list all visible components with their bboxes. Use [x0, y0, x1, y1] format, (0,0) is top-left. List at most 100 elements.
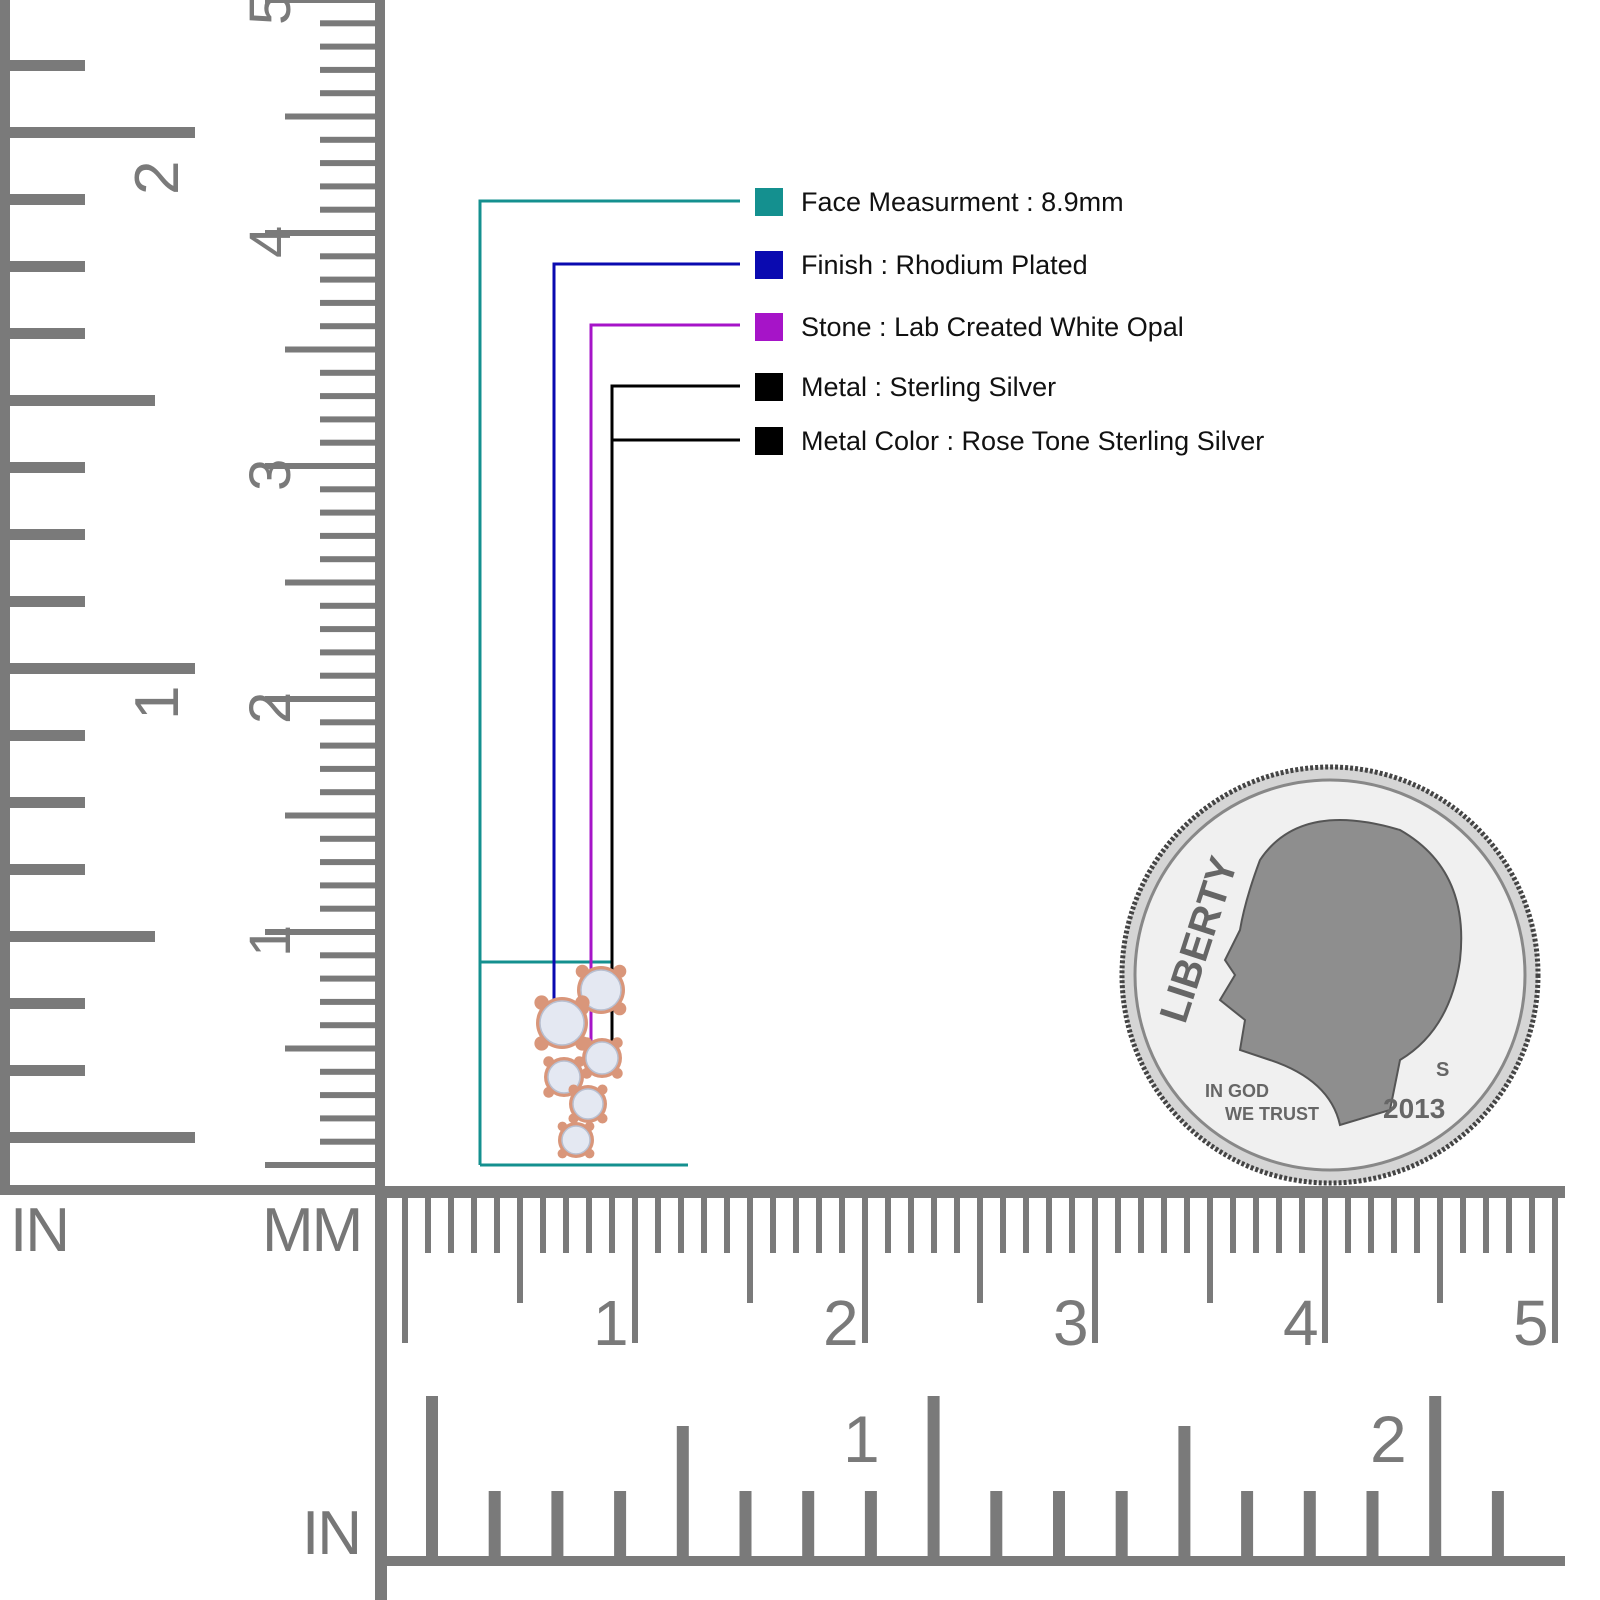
mm-tick	[320, 649, 375, 656]
mm-tick	[1552, 1198, 1558, 1343]
vertical-inch-unit: IN	[10, 1196, 70, 1265]
inch-tick	[1491, 1491, 1504, 1556]
inch-tick	[1115, 1491, 1128, 1556]
cm-label: 1	[593, 1287, 629, 1359]
inch-tick	[802, 1491, 815, 1556]
legend-face-measurement: Face Measurment : 8.9mm	[755, 187, 1124, 217]
mm-tick	[1000, 1198, 1006, 1253]
mm-tick	[320, 1022, 375, 1029]
stone	[580, 969, 622, 1011]
legend-label: Metal Color : Rose Tone Sterling Silver	[801, 425, 1265, 456]
horizontal-ruler: 1 2 3 4 5 1 2	[375, 1186, 1565, 1600]
inch-tick	[10, 998, 85, 1009]
mm-tick	[285, 1045, 375, 1052]
horizontal-inch-unit: IN	[302, 1499, 362, 1568]
inch-tick	[1241, 1491, 1254, 1556]
inch-tick	[739, 1491, 752, 1556]
mm-tick	[1207, 1198, 1213, 1303]
mm-tick	[285, 812, 375, 819]
mm-tick	[1184, 1198, 1190, 1253]
inch-tick	[10, 328, 85, 339]
inch-tick	[990, 1491, 1003, 1556]
mm-tick	[320, 905, 375, 912]
inch-tick	[10, 60, 85, 71]
mm-tick	[1506, 1198, 1512, 1253]
inch-tick	[1366, 1491, 1379, 1556]
mm-tick	[285, 346, 375, 353]
inch-tick	[1178, 1426, 1191, 1556]
cm-label: 3	[238, 459, 303, 491]
cm-label: 5	[1513, 1287, 1549, 1359]
mm-tick	[320, 323, 375, 330]
inch-tick	[10, 194, 85, 205]
mm-tick	[1368, 1198, 1374, 1253]
mm-tick	[793, 1198, 799, 1253]
inch-tick	[10, 931, 155, 942]
mm-tick	[320, 1068, 375, 1075]
mm-tick	[320, 975, 375, 982]
inch-tick	[10, 864, 85, 875]
mm-tick	[1161, 1198, 1167, 1253]
mm-tick	[770, 1198, 776, 1253]
mm-tick	[448, 1198, 454, 1253]
mm-tick	[701, 1198, 707, 1253]
mm-tick	[1023, 1198, 1029, 1253]
mm-tick	[265, 929, 375, 935]
cm-label: 2	[238, 692, 303, 724]
mm-tick	[1138, 1198, 1144, 1253]
mm-tick	[320, 672, 375, 679]
mm-tick	[320, 160, 375, 167]
mm-tick	[320, 416, 375, 423]
cm-label: 4	[1283, 1287, 1319, 1359]
coin-mint-mark: S	[1436, 1059, 1449, 1081]
mm-tick	[265, 696, 375, 702]
mm-tick	[320, 765, 375, 772]
mm-tick	[885, 1198, 891, 1253]
mm-tick	[320, 393, 375, 400]
ruler-edge	[0, 0, 10, 1195]
mm-tick	[320, 532, 375, 539]
mm-tick	[285, 113, 375, 120]
mm-tick	[1253, 1198, 1259, 1253]
mm-tick	[320, 439, 375, 446]
coin-year: 2013	[1383, 1093, 1445, 1124]
mm-tick	[563, 1198, 569, 1253]
coin-motto: WE TRUST	[1225, 1104, 1319, 1124]
mm-tick	[320, 136, 375, 143]
mm-tick	[265, 1162, 375, 1168]
mm-tick	[1092, 1198, 1098, 1343]
mm-tick	[320, 66, 375, 73]
mm-tick	[265, 230, 375, 236]
ruler-edge	[0, 1185, 385, 1195]
teal-swatch-icon	[755, 188, 783, 216]
inch-tick	[551, 1491, 564, 1556]
mm-tick	[609, 1198, 615, 1253]
mm-tick	[320, 369, 375, 376]
cm-label: 3	[1053, 1287, 1089, 1359]
mm-tick	[320, 509, 375, 516]
stone	[572, 1088, 604, 1120]
mm-tick	[265, 0, 375, 3]
stone	[561, 1125, 591, 1155]
mm-tick	[320, 486, 375, 493]
mm-tick	[320, 20, 375, 27]
mm-tick	[1046, 1198, 1052, 1253]
mm-tick	[632, 1198, 638, 1343]
mm-tick	[320, 719, 375, 726]
mm-tick	[320, 626, 375, 633]
black-swatch-icon	[755, 427, 783, 455]
mm-tick	[747, 1198, 753, 1303]
mm-tick	[517, 1198, 523, 1303]
mm-tick	[320, 43, 375, 50]
inch-tick	[10, 529, 85, 540]
mm-tick	[540, 1198, 546, 1253]
stone	[539, 1000, 585, 1046]
inch-label: 1	[843, 1402, 880, 1476]
mm-tick	[471, 1198, 477, 1253]
mm-tick	[1230, 1198, 1236, 1253]
vertical-mm-unit: MM	[262, 1196, 363, 1265]
mm-tick	[285, 579, 375, 586]
mm-tick	[908, 1198, 914, 1253]
leader-line-0	[478, 199, 740, 1167]
